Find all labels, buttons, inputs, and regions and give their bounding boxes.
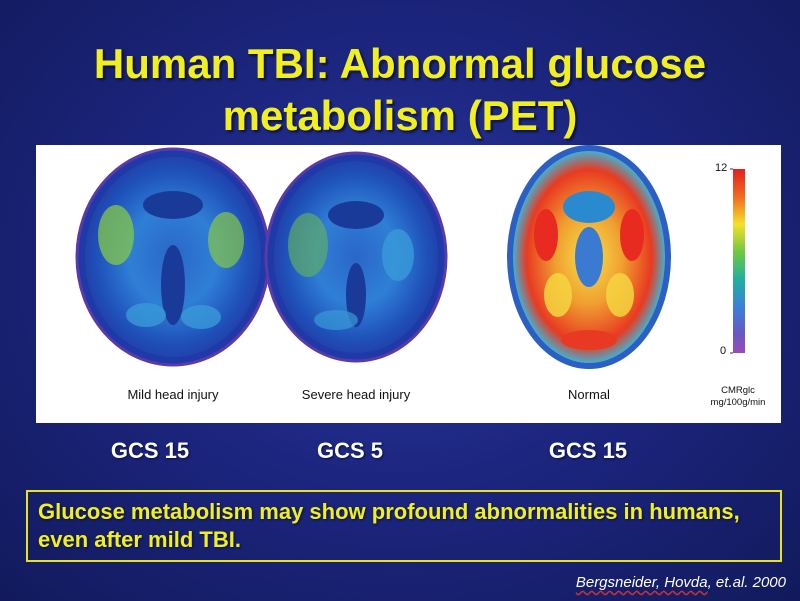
scale-max-label: 12 xyxy=(715,162,728,174)
gcs-label-normal: GCS 15 xyxy=(548,438,628,463)
scale-min-label: 0 xyxy=(720,345,727,357)
pet-figure: Mild head injury Severe head injury Norm… xyxy=(36,145,781,423)
citation-authors: Bergsneider, Hovda xyxy=(575,574,708,591)
color-scale-bar xyxy=(733,169,745,353)
slide-title: Human TBI: Abnormal glucose metabolism (… xyxy=(0,38,800,142)
pet-scan-normal xyxy=(507,145,671,369)
title-line-1: Human TBI: Abnormal glucose xyxy=(93,40,707,87)
summary-note-text: Glucose metabolism may show profound abn… xyxy=(38,499,740,552)
gcs-label-severe: GCS 5 xyxy=(316,438,384,463)
caption-normal: Normal xyxy=(568,387,610,402)
gcs-label-mild: GCS 15 xyxy=(110,438,190,463)
scale-unit-line-1: CMRglc xyxy=(721,385,755,396)
pet-scan-severe xyxy=(264,151,448,363)
pet-scan-mild xyxy=(75,147,271,367)
citation: Bergsneider, Hovda, et.al. 2000 xyxy=(576,574,786,591)
scale-unit-label: CMRglc mg/100g/min xyxy=(698,385,778,409)
title-line-2: metabolism (PET) xyxy=(222,92,578,139)
caption-mild-head-injury: Mild head injury xyxy=(127,387,219,402)
citation-suffix: , et.al. 2000 xyxy=(707,574,786,591)
scale-unit-line-2: mg/100g/min xyxy=(710,397,766,408)
pet-scans-svg xyxy=(75,145,745,369)
caption-severe-head-injury: Severe head injury xyxy=(301,387,411,402)
summary-note-box: Glucose metabolism may show profound abn… xyxy=(26,490,782,562)
